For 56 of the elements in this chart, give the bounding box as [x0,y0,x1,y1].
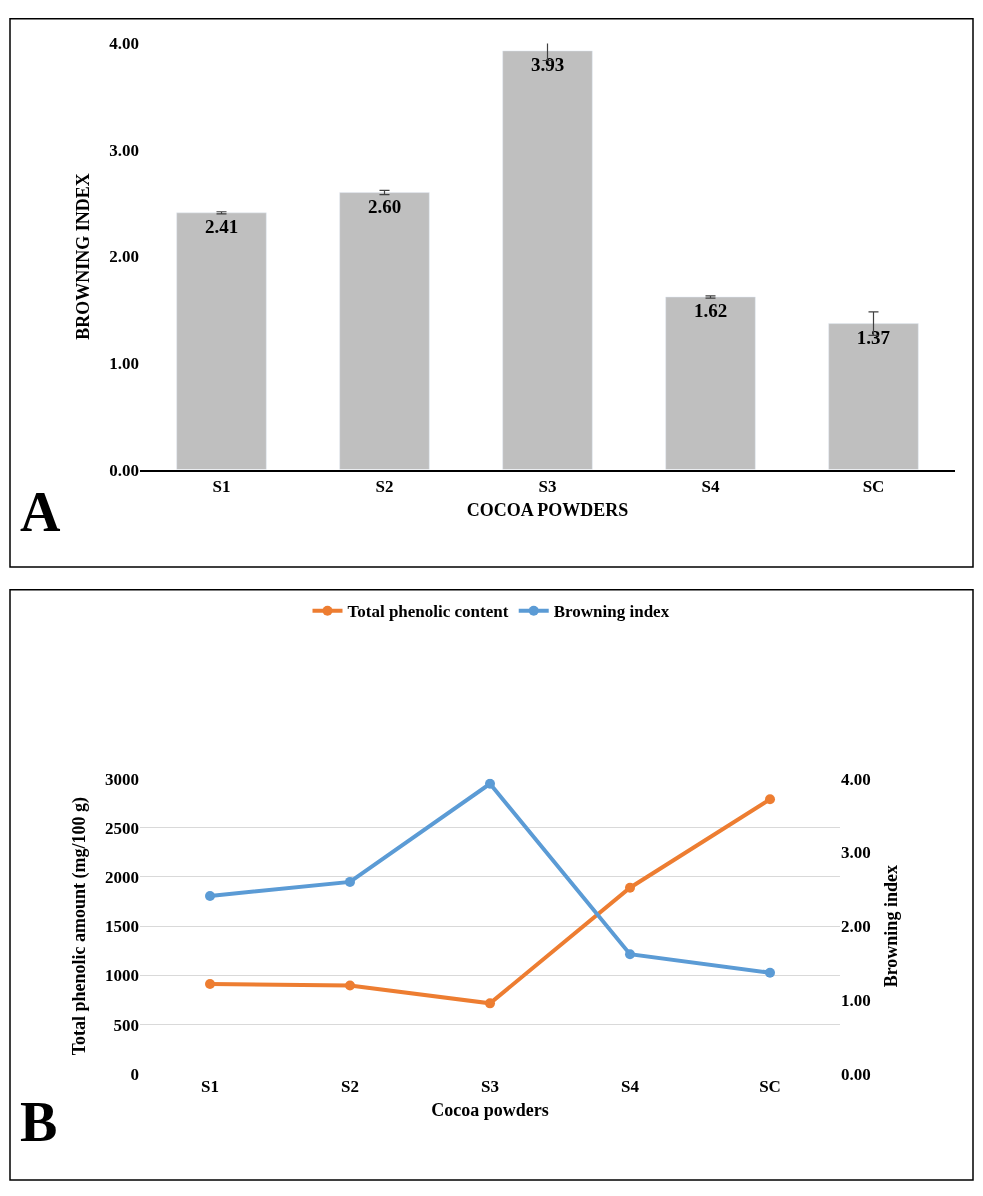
y-axis-title: BROWNING INDEX [73,173,94,340]
x-tick-label: SC [862,476,885,496]
data-label: 3.93 [530,53,565,75]
y-tick-label: 0 [130,1064,139,1084]
bar [502,50,593,470]
y-axis-title: Total phenolic amount (mg/100 g) [69,797,91,1056]
point [625,949,635,960]
legend-label: Browning index [553,602,670,622]
y-tick-label: 1000 [105,966,139,986]
data-label: 2.60 [367,195,402,217]
y-tick-label: 0.00 [109,460,139,480]
data-label: 1.37 [856,326,891,348]
x-tick-label: S2 [341,1076,359,1096]
bar [665,296,756,470]
y-tick-label: 3.00 [109,140,139,160]
y-tick-label: 3000 [105,769,139,789]
point [765,794,775,805]
x-tick-label: S3 [538,476,557,496]
data-label: 1.62 [693,299,728,321]
y-tick-label: 1.00 [109,353,139,373]
y-tick-label: 500 [113,1015,139,1035]
y2-tick-label: 1.00 [841,990,871,1010]
data-label: 2.41 [204,215,239,237]
x-tick-label: S4 [701,476,720,496]
point [625,882,635,893]
x-axis-title: Cocoa powders [431,1099,549,1120]
point [345,876,355,887]
y-tick-label: 4.00 [109,34,139,54]
bar [176,212,267,470]
y2-tick-label: 4.00 [841,769,871,789]
y2-tick-label: 3.00 [841,843,871,863]
y-tick-label: 2000 [105,867,139,887]
x-tick-label: S2 [375,476,394,496]
x-tick-label: S1 [212,476,231,496]
y-tick-label: 1500 [105,917,139,937]
bar [339,192,430,470]
point [765,967,775,978]
x-axis-title: COCOA POWDERS [466,499,629,520]
y-tick-label: 2.00 [109,247,139,267]
point [345,980,355,991]
text: A [20,481,61,543]
point [485,998,495,1009]
x-tick-label: SC [759,1076,781,1096]
point [485,778,495,789]
x-tick-label: S3 [481,1076,499,1096]
bar [828,323,919,470]
point [205,890,215,901]
x-tick-label: S1 [201,1076,219,1096]
legend-label: Total phenolic content [347,602,509,622]
text: B [20,1091,58,1153]
y2-tick-label: 2.00 [841,917,871,937]
y2-axis-title: Browning index [880,865,901,988]
y-tick-label: 2500 [105,818,139,838]
point [205,978,215,989]
y2-tick-label: 0.00 [841,1064,871,1084]
x-tick-label: S4 [621,1076,640,1096]
